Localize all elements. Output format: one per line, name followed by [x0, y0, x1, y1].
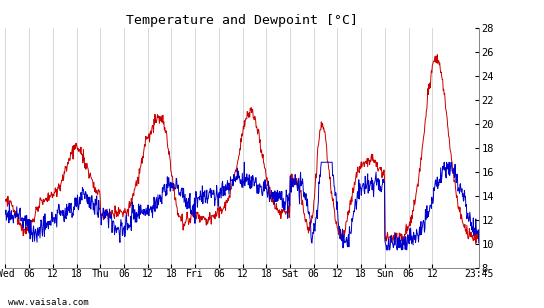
Text: www.vaisala.com: www.vaisala.com	[8, 298, 89, 307]
Title: Temperature and Dewpoint [°C]: Temperature and Dewpoint [°C]	[126, 14, 358, 26]
